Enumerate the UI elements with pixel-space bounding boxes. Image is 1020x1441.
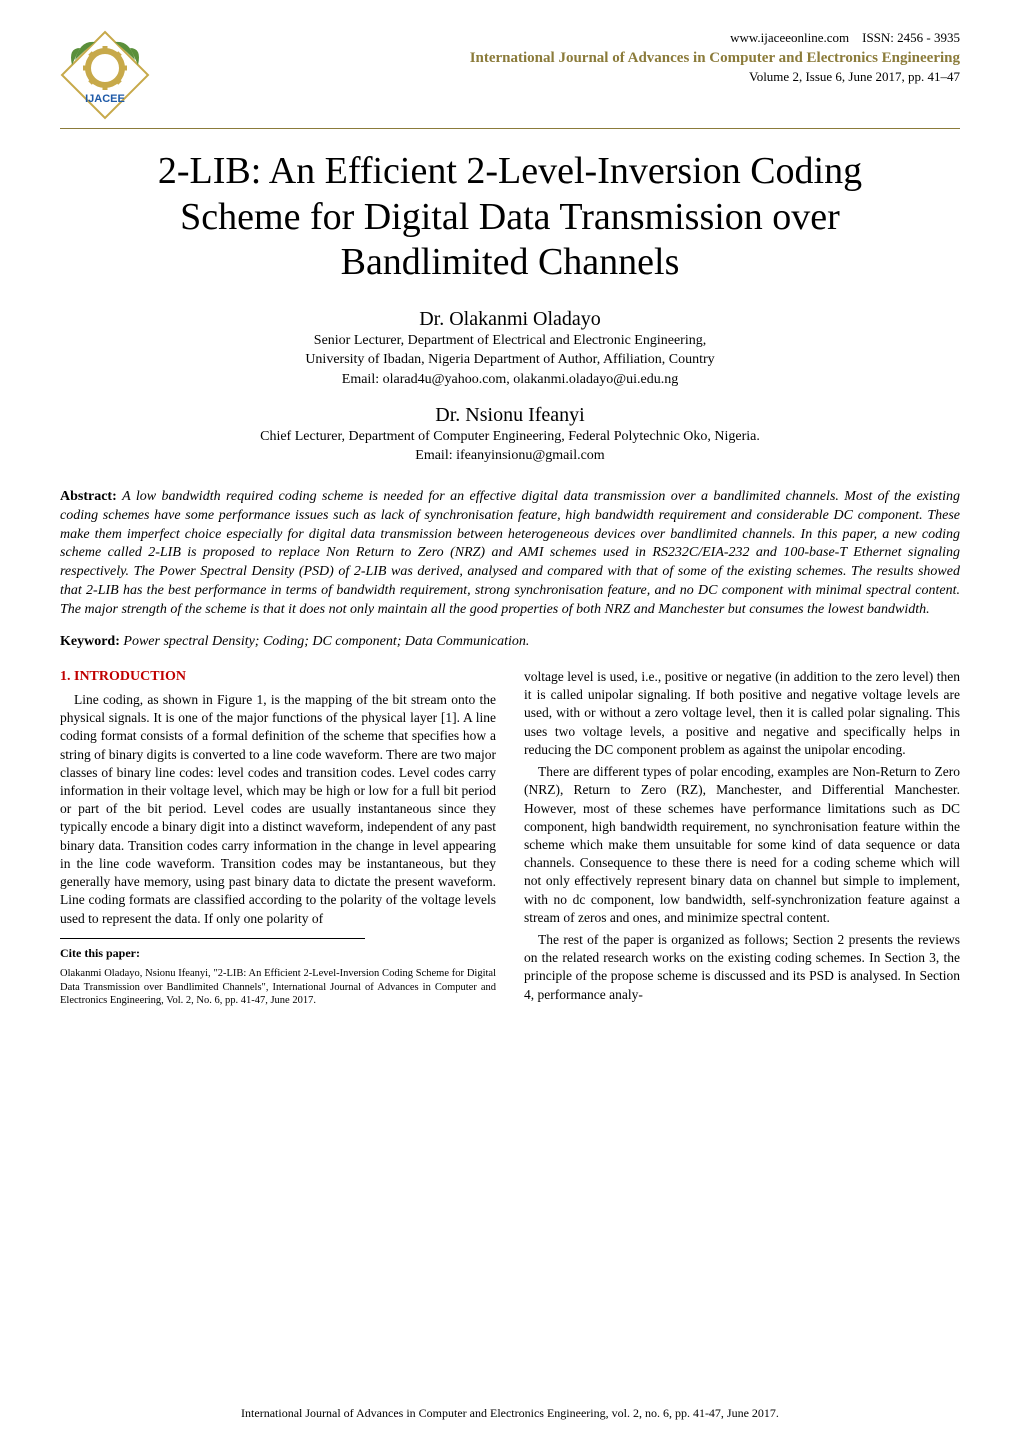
svg-text:IJACEE: IJACEE [85, 93, 125, 105]
issn-value: 2456 - 3935 [897, 30, 960, 45]
keyword-block: Keyword: Power spectral Density; Coding;… [60, 634, 960, 650]
cite-text: Olakanmi Oladayo, Nsionu Ifeanyi, "2-LIB… [60, 967, 496, 1008]
page-footer: International Journal of Advances in Com… [0, 1406, 1020, 1421]
journal-logo: IJACEE [60, 30, 150, 120]
keyword-label: Keyword: [60, 634, 120, 649]
cite-heading: Cite this paper: [60, 945, 496, 961]
keyword-text: Power spectral Density; Coding; DC compo… [123, 634, 529, 649]
author-1-email: Email: olarad4u@yahoo.com, olakanmi.olad… [60, 370, 960, 390]
author-2-name: Dr. Nsionu Ifeanyi [60, 404, 960, 427]
website-url: www.ijaceeonline.com [730, 30, 849, 45]
intro-paragraph-left: Line coding, as shown in Figure 1, is th… [60, 691, 496, 928]
abstract-block: Abstract: A low bandwidth required codin… [60, 488, 960, 620]
right-column: voltage level is used, i.e., positive or… [524, 668, 960, 1008]
issn-label: ISSN: [862, 30, 894, 45]
author-1-role: Senior Lecturer, Department of Electrica… [60, 331, 960, 351]
abstract-text: A low bandwidth required coding scheme i… [60, 489, 960, 617]
author-2-role: Chief Lecturer, Department of Computer E… [60, 427, 960, 447]
intro-paragraph-r2: There are different types of polar encod… [524, 763, 960, 927]
header-rule [60, 128, 960, 129]
volume-info: Volume 2, Issue 6, June 2017, pp. 41–47 [162, 69, 960, 85]
journal-info-block: www.ijaceeonline.com ISSN: 2456 - 3935 I… [162, 30, 960, 85]
author-1-affiliation: University of Ibadan, Nigeria Department… [60, 350, 960, 370]
citation-rule [60, 938, 365, 939]
abstract-label: Abstract: [60, 489, 117, 504]
intro-paragraph-r1: voltage level is used, i.e., positive or… [524, 668, 960, 759]
journal-header: IJACEE www.ijaceeonline.com ISSN: 2456 -… [60, 30, 960, 120]
paper-title: 2-LIB: An Efficient 2-Level-Inversion Co… [140, 149, 880, 286]
body-columns: 1. INTRODUCTION Line coding, as shown in… [60, 668, 960, 1008]
intro-paragraph-r3: The rest of the paper is organized as fo… [524, 931, 960, 1004]
author-1-name: Dr. Olakanmi Oladayo [60, 308, 960, 331]
journal-title: International Journal of Advances in Com… [162, 50, 960, 67]
author-2-email: Email: ifeanyinsionu@gmail.com [60, 446, 960, 466]
left-column: 1. INTRODUCTION Line coding, as shown in… [60, 668, 496, 1008]
section-1-heading: 1. INTRODUCTION [60, 668, 496, 687]
website-issn-line: www.ijaceeonline.com ISSN: 2456 - 3935 [162, 30, 960, 46]
